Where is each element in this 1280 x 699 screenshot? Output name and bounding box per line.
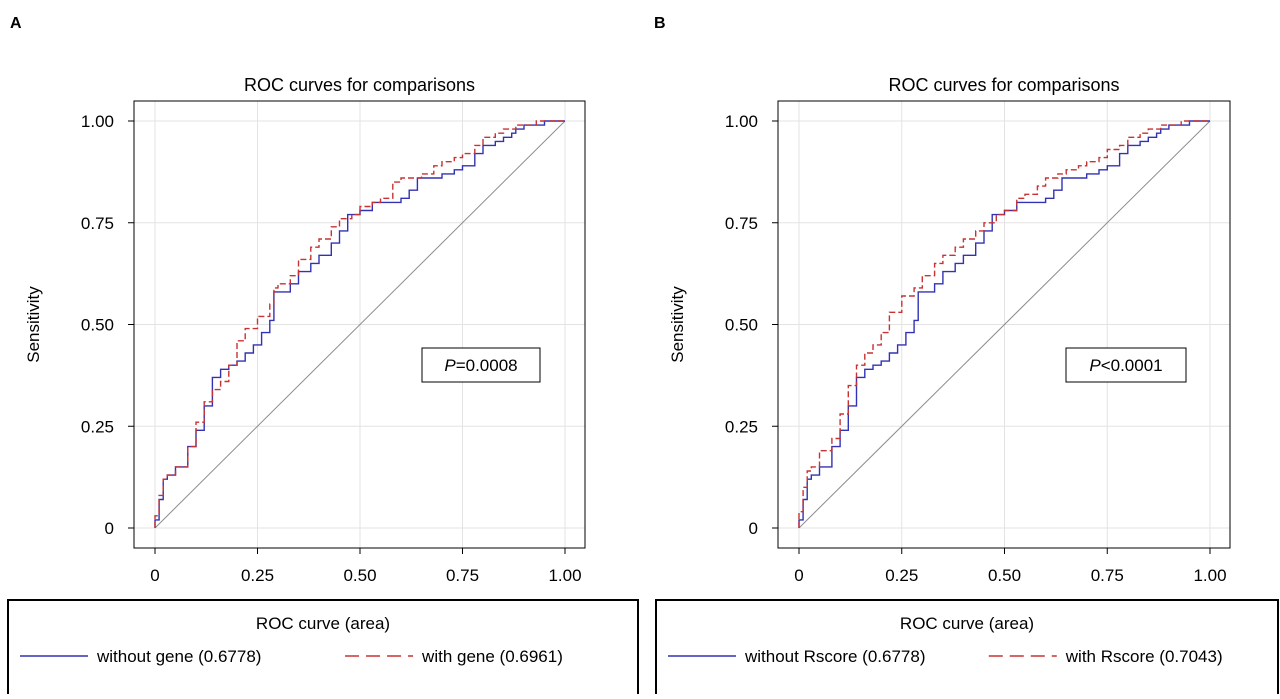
y-tick-label: 1.00 <box>725 112 758 131</box>
y-tick-label: 0.75 <box>725 214 758 233</box>
series-line-without <box>798 120 1210 528</box>
series-line-with <box>798 120 1210 528</box>
y-tick-label: 0.75 <box>81 214 114 233</box>
legend-entry-label: without gene (0.6778) <box>96 647 261 666</box>
p-value-symbol: P <box>444 356 456 375</box>
x-tick-label: 0.75 <box>1091 566 1124 585</box>
y-axis-label: Sensitivity <box>24 286 43 363</box>
reference-diagonal <box>154 120 566 529</box>
p-value-box <box>421 347 541 383</box>
y-tick-label: 0.25 <box>725 417 758 436</box>
p-value-text: P<0.0001 <box>1089 356 1162 375</box>
chart-title: ROC curves for comparisons <box>888 75 1119 95</box>
y-tick-label: 0 <box>105 519 114 538</box>
legend-entry-label: without Rscore (0.6778) <box>744 647 925 666</box>
reference-diagonal <box>798 120 1211 529</box>
x-tick-label: 0.25 <box>885 566 918 585</box>
y-tick-label: 1.00 <box>81 112 114 131</box>
x-tick-label: 0.25 <box>241 566 274 585</box>
p-value-box <box>1065 347 1187 383</box>
x-tick-label: 0.50 <box>343 566 376 585</box>
legend-title: ROC curve (area) <box>256 614 390 633</box>
chart-title: ROC curves for comparisons <box>244 75 475 95</box>
x-tick-label: 1.00 <box>548 566 581 585</box>
p-value-symbol: P <box>1089 356 1101 375</box>
legend-title: ROC curve (area) <box>900 614 1034 633</box>
y-tick-label: 0.25 <box>81 417 114 436</box>
x-tick-label: 0 <box>794 566 803 585</box>
x-tick-label: 1.00 <box>1193 566 1226 585</box>
y-tick-label: 0.50 <box>81 316 114 335</box>
x-tick-label: 0.75 <box>446 566 479 585</box>
legend-entry-label: with gene (0.6961) <box>421 647 563 666</box>
panel-label: A <box>10 15 22 32</box>
p-value-number: =0.0008 <box>456 356 518 375</box>
y-axis-label: Sensitivity <box>668 286 687 363</box>
panel-label: B <box>654 15 666 32</box>
y-tick-label: 0.50 <box>725 316 758 335</box>
series-line-with <box>154 120 565 528</box>
x-tick-label: 0.50 <box>988 566 1021 585</box>
legend-box <box>7 599 639 697</box>
y-tick-label: 0 <box>749 519 758 538</box>
p-value-text: P=0.0008 <box>444 356 517 375</box>
panel-b: B ROC curves for comparisons 0 0 0.25 0.25 0.5… <box>654 15 1279 697</box>
p-value-number: <0.0001 <box>1101 356 1163 375</box>
x-tick-label: 0 <box>150 566 159 585</box>
legend-entry-label: with Rscore (0.7043) <box>1065 647 1223 666</box>
panel-a: A ROC curves for comparisons 0 0 0.25 0.25 0.5… <box>7 15 639 697</box>
